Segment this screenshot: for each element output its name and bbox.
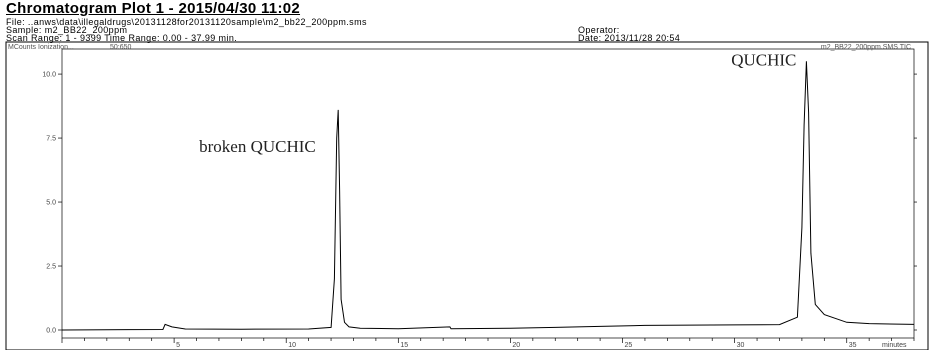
operator-text: Operator: — [578, 25, 620, 35]
y-tick-label: 10.0 — [42, 72, 56, 79]
peak-annotation: broken QUCHIC — [199, 137, 316, 156]
x-tick-label: 5 — [176, 342, 180, 349]
x-tick-label: 35 — [849, 342, 857, 349]
x-tick-label: 20 — [512, 342, 520, 349]
x-tick-label: 15 — [400, 342, 408, 349]
ionization-label: Ionization... — [38, 44, 74, 51]
chart-title: Chromatogram Plot 1 - 2015/04/30 11:02 — [6, 0, 301, 17]
y-tick-label: 5.0 — [46, 200, 56, 207]
y-tick-label: 7.5 — [46, 136, 56, 143]
date-text: Date: 2013/11/28 20:54 — [578, 33, 681, 43]
tic-trace-line — [61, 61, 915, 331]
file-path-text: File: ..anws\data\illegaldrugs\20131128f… — [6, 17, 367, 27]
peak-annotation: QUCHIC — [731, 50, 796, 69]
trace-name-label: m2_BB22_200ppm.SMS TIC — [821, 44, 911, 51]
x-tick-label: 25 — [625, 342, 633, 349]
sample-text: Sample: m2_BB22_200ppm — [6, 25, 128, 35]
x-tick-label: 30 — [737, 342, 745, 349]
x-tick-label: 10 — [288, 342, 296, 349]
scan-range-text: Scan Range: 1 - 9399 Time Range: 0.00 - … — [6, 33, 238, 43]
y-tick-label: 0.0 — [46, 328, 56, 335]
ionization-range-label: 50:650 — [110, 44, 132, 51]
y-unit-label: MCounts — [8, 44, 37, 51]
y-tick-label: 2.5 — [46, 264, 56, 271]
outer-frame — [5, 41, 929, 350]
x-unit-label: minutes — [882, 342, 907, 349]
plot-area-frame — [61, 48, 915, 339]
